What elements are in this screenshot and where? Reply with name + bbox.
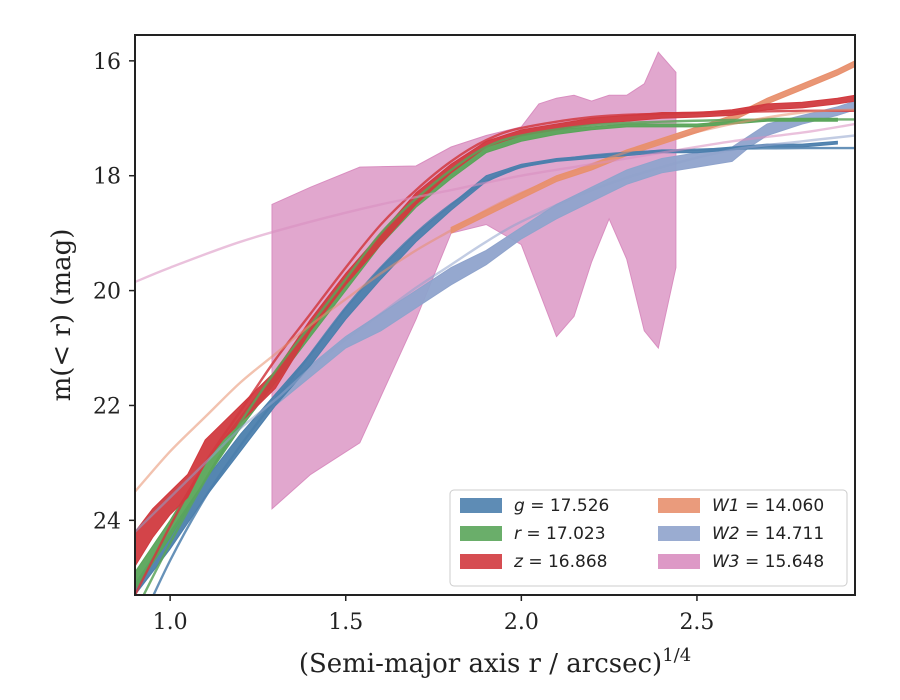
legend-band-value: = 17.526	[525, 496, 610, 516]
legend-swatch-r	[460, 526, 502, 541]
model-curve-g	[152, 146, 855, 595]
y-axis: 16 18 20 22 24	[93, 50, 135, 534]
x-axis-title-superscript: 1/4	[662, 645, 691, 666]
legend-swatch-w1	[658, 498, 700, 513]
legend-label-w1: W1 = 14.060	[712, 496, 824, 516]
band-z	[135, 94, 855, 568]
legend-band-name: g	[514, 496, 525, 516]
x-axis: 1.0 1.5 2.0 2.5	[153, 595, 714, 635]
y-tick-label: 20	[93, 280, 121, 305]
legend-band-value: = 14.060	[740, 496, 825, 516]
model-curve-w1	[135, 108, 855, 493]
x-tick-label: 1.5	[328, 610, 363, 635]
legend-swatch-w3	[658, 554, 700, 569]
x-tick-label: 1.0	[153, 610, 188, 635]
y-axis-title: m(< r) (mag)	[47, 229, 77, 402]
legend-band-name: W3	[712, 552, 740, 572]
legend-band-name: z	[513, 552, 524, 572]
legend-band-value: = 17.023	[521, 524, 606, 544]
plot-frame	[134, 34, 856, 596]
legend-band-value: = 15.648	[740, 552, 825, 572]
legend-label-g: g = 17.526	[514, 496, 609, 516]
x-tick-label: 2.0	[504, 610, 539, 635]
legend-band-name: W2	[712, 524, 740, 544]
legend-label-z: z = 16.868	[513, 552, 607, 572]
y-tick-label: 22	[93, 394, 121, 419]
model-curve-w3	[135, 122, 855, 284]
legend-label-w2: W2 = 14.711	[712, 524, 824, 544]
model-curve-w2	[135, 134, 855, 533]
x-axis-title: (Semi-major axis r / arcsec)1/4	[299, 645, 691, 679]
y-tick-label: 18	[93, 165, 121, 190]
model-curve-layer	[135, 108, 855, 595]
x-tick-label: 2.5	[679, 610, 714, 635]
legend-label-r: r = 17.023	[514, 524, 606, 544]
legend-box	[449, 489, 848, 587]
band-w2	[275, 100, 855, 407]
legend-band-value: = 16.868	[523, 552, 608, 572]
legend-swatch-z	[460, 554, 502, 569]
legend-band-name: r	[514, 524, 522, 544]
legend-band-value: = 14.711	[740, 524, 825, 544]
y-tick-label: 16	[93, 50, 121, 75]
model-curve-z	[135, 109, 855, 595]
legend-swatch-g	[460, 498, 502, 513]
model-curve-r	[142, 118, 855, 595]
x-axis-title-text: (Semi-major axis r / arcsec)	[299, 649, 662, 679]
legend-label-w3: W3 = 15.648	[712, 552, 824, 572]
legend-swatch-w2	[658, 526, 700, 541]
y-tick-label: 24	[93, 509, 121, 534]
legend-band-name: W1	[712, 496, 740, 516]
